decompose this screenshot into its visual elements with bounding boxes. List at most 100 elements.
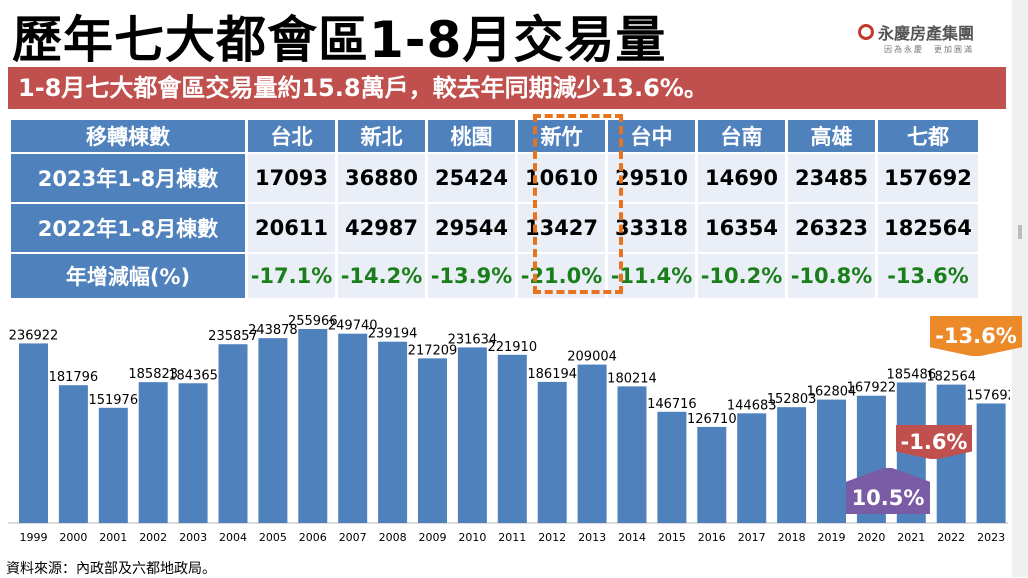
data-label: 236922	[9, 328, 59, 343]
data-label: 146716	[647, 397, 697, 412]
x-tick-label: 2021	[897, 531, 925, 544]
highlight-box	[533, 114, 623, 294]
x-tick-label: 2006	[299, 531, 327, 544]
bar	[338, 333, 368, 523]
bar	[737, 413, 767, 523]
data-label: 249740	[328, 319, 378, 334]
table-cell: 17093	[248, 154, 335, 202]
data-label: 231634	[448, 332, 498, 347]
x-tick-label: 2005	[259, 531, 287, 544]
header-cell: 台南	[698, 120, 785, 152]
bar	[457, 347, 487, 523]
x-tick-label: 2010	[458, 531, 486, 544]
x-tick-label: 2012	[538, 531, 566, 544]
x-tick-label: 2023	[977, 531, 1005, 544]
table-header: 移轉棟數 台北 新北 桃園 新竹 台中 台南 高雄 七都	[11, 120, 978, 152]
data-label: 162804	[807, 385, 857, 400]
x-tick-label: 2017	[738, 531, 766, 544]
x-tick-label: 2007	[339, 531, 367, 544]
x-tick-label: 2008	[379, 531, 407, 544]
table-row: 2022年1-8月棟數 20611 42987 29544 13427 33318 1635…	[11, 204, 978, 252]
x-tick-label: 2001	[99, 531, 127, 544]
header-cell: 台北	[248, 120, 335, 152]
row-label: 年增減幅(%)	[11, 254, 245, 298]
table-cell: 13427	[518, 204, 605, 252]
bar	[298, 328, 328, 523]
data-label: 217209	[408, 343, 458, 358]
data-label: 235857	[208, 329, 258, 344]
data-label: 152803	[767, 392, 817, 407]
data-label: 243878	[248, 323, 298, 338]
x-tick-label: 2004	[219, 531, 247, 544]
table-cell: -17.1%	[248, 254, 335, 298]
bar	[418, 358, 447, 523]
logo: 永慶房產集團 因為永慶 更加圓滿	[858, 20, 1018, 55]
data-label: 209004	[567, 350, 617, 365]
data-label: 185823	[128, 367, 178, 382]
bar	[697, 426, 727, 523]
x-tick-label: 2003	[179, 531, 207, 544]
bar	[817, 399, 846, 523]
data-label: 126710	[687, 412, 737, 427]
table-cell: 42987	[338, 204, 425, 252]
bar	[657, 411, 687, 523]
growth-callout: -1.6%	[896, 425, 972, 459]
table-cell: 36880	[338, 154, 425, 202]
growth-callout: -13.6%	[930, 316, 1022, 356]
bar	[976, 403, 1006, 523]
header-cell: 七都	[878, 120, 978, 152]
data-label: 186194	[527, 367, 577, 382]
table-cell: -13.6%	[878, 254, 978, 298]
scrollbar-thumb[interactable]	[1018, 225, 1022, 239]
bar	[178, 383, 208, 523]
x-tick-label: 2016	[698, 531, 726, 544]
summary-banner: 1-8月七大都會區交易量約15.8萬戶，較去年同期減少13.6%。	[8, 67, 1006, 109]
table-cell: 182564	[878, 204, 978, 252]
row-label: 2022年1-8月棟數	[11, 204, 245, 252]
header-cell: 移轉棟數	[11, 120, 245, 152]
data-label: 185486	[886, 367, 936, 382]
table-cell: -13.9%	[428, 254, 515, 298]
data-label: 221910	[487, 340, 537, 355]
bar	[537, 381, 567, 523]
bar	[138, 382, 168, 523]
x-tick-label: 2014	[618, 531, 646, 544]
data-label: 151976	[88, 393, 138, 408]
x-tick-label: 2002	[139, 531, 167, 544]
table-row: 2023年1-8月棟數 17093 36880 25424 10610 29510 1469…	[11, 154, 978, 202]
bar	[258, 338, 288, 523]
table-cell: 26323	[788, 204, 875, 252]
x-tick-label: 2000	[59, 531, 87, 544]
x-tick-label: 2018	[778, 531, 806, 544]
header-cell: 新北	[338, 120, 425, 152]
data-label: 181796	[49, 370, 99, 385]
data-label: 184365	[168, 368, 218, 383]
x-tick-label: 2022	[937, 531, 965, 544]
x-tick-label: 2019	[818, 531, 846, 544]
bar	[19, 343, 48, 523]
page-title: 歷年七大都會區1-8月交易量	[12, 11, 667, 69]
scrollbar[interactable]	[1012, 0, 1028, 577]
data-label: 239194	[368, 327, 418, 342]
table-cell: 14690	[698, 154, 785, 202]
data-label: 157692	[966, 388, 1010, 403]
bar	[777, 407, 807, 523]
bar	[218, 344, 248, 523]
table-cell: -10.2%	[698, 254, 785, 298]
x-tick-label: 2013	[578, 531, 606, 544]
bar	[617, 386, 647, 523]
table-cell: 25424	[428, 154, 515, 202]
table-cell: 157692	[878, 154, 978, 202]
table-cell: -14.2%	[338, 254, 425, 298]
header-cell: 桃園	[428, 120, 515, 152]
transaction-table: 移轉棟數 台北 新北 桃園 新竹 台中 台南 高雄 七都 2023年1-8月棟數…	[8, 118, 981, 300]
data-label: 167922	[847, 381, 897, 396]
bar	[497, 354, 527, 523]
data-label: 182564	[926, 370, 976, 385]
table-cell: 20611	[248, 204, 335, 252]
table-row: 年增減幅(%) -17.1% -14.2% -13.9% -21.0% -11.4% -10…	[11, 254, 978, 298]
table-cell: 29544	[428, 204, 515, 252]
source-note: 資料來源：內政部及六都地政局。	[6, 561, 216, 577]
x-tick-label: 2020	[857, 531, 885, 544]
x-tick-label: 1999	[20, 531, 48, 544]
